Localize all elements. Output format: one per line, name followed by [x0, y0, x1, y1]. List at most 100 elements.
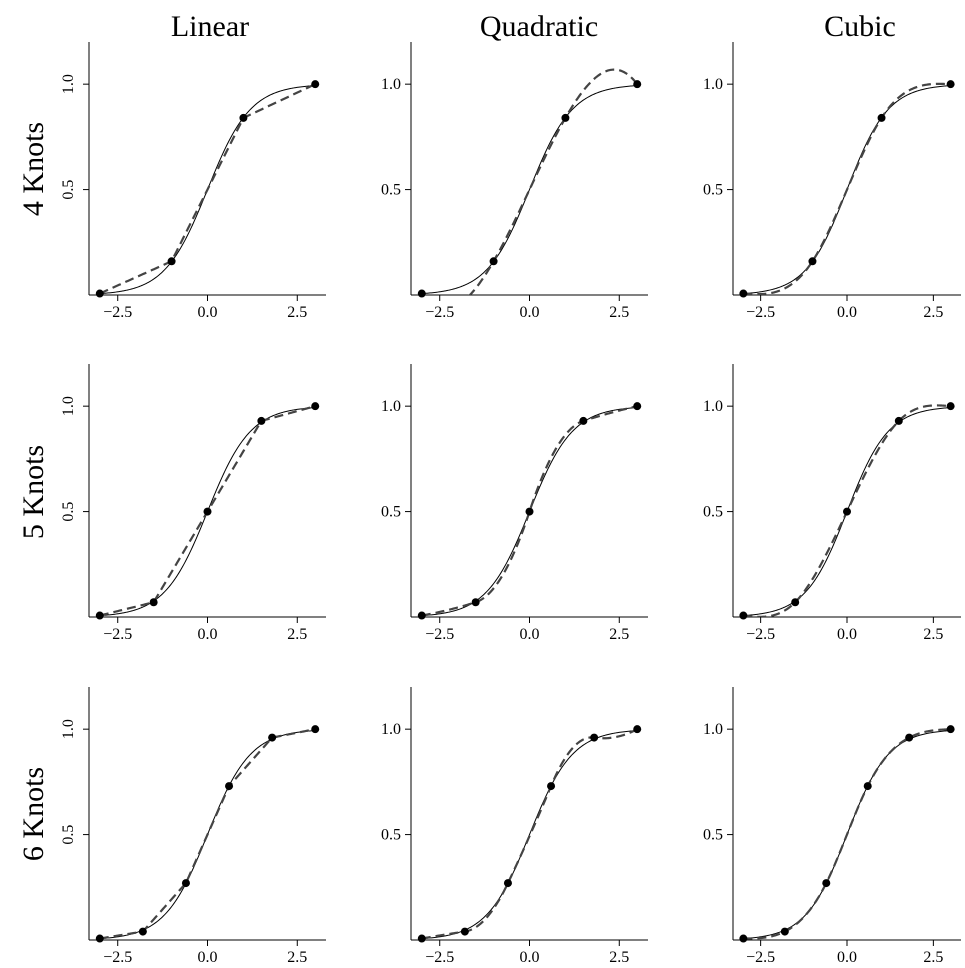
panel-r3-c2-y-tick-label: 0.5	[381, 827, 401, 844]
panel-r3-c2-x-tick-label: 2.5	[609, 949, 629, 966]
panel-r2-c2-knot-3	[525, 507, 534, 516]
panel-r3-c3-knot-6	[946, 725, 955, 734]
panel-r2-c1-knot-3	[203, 507, 212, 516]
panel-r3-c2-y-tick-label: 1.0	[381, 721, 401, 738]
panel-r3-c1: −2.5 0.0 2.5 0.5 1.0	[60, 687, 326, 966]
panel-r3-c2-true-curve	[421, 730, 638, 940]
panel-r2-c2-x-tick-label: 0.0	[520, 626, 540, 643]
panel-r3-c1-x-tick-label: 2.5	[287, 949, 307, 966]
panel-r1-c3: −2.5 0.0 2.5 0.5 1.0	[703, 42, 961, 321]
panel-r3-c1-knot-6	[311, 725, 320, 734]
panel-r2-c2-knot-2	[471, 598, 480, 607]
panel-r2-c2-approx-curve	[421, 405, 638, 617]
panel-r2-c2: −2.5 0.0 2.5 0.5 1.0	[381, 364, 648, 643]
panel-r2-c2-x-tick-label: −2.5	[425, 626, 454, 643]
panel-r2-c1-knot-1	[95, 611, 104, 620]
panel-r2-c1-y-tick-label: 1.0	[60, 396, 77, 416]
panel-r2-c3-knot-3	[843, 507, 851, 516]
panel-r1-c3-y-tick-label: 1.0	[703, 76, 723, 93]
panel-r2-c3-knot-4	[894, 416, 903, 425]
panel-r1-c2-x-tick-label: −2.5	[425, 304, 454, 321]
row-title-5-knots: 5 Knots	[17, 445, 50, 539]
panel-r2-c1: −2.5 0.0 2.5 0.5 1.0	[60, 364, 326, 643]
panel-r1-c1-knot-3	[239, 113, 248, 122]
panel-r2-c3-x-tick-label: 2.5	[923, 626, 943, 643]
panel-r2-c1-y-tick-label: 0.5	[60, 502, 77, 522]
panel-r2-c3-knot-5	[946, 402, 955, 411]
panel-r1-c2: −2.5 0.0 2.5 0.5 1.0	[381, 42, 648, 321]
panel-r3-c2-knot-5	[590, 733, 599, 742]
panel-r1-c3-knot-1	[739, 289, 748, 298]
panel-r3-c3-knot-2	[780, 927, 789, 936]
panel-r3-c1-x-tick-label: 0.0	[198, 949, 218, 966]
panel-r3-c1-knot-1	[95, 934, 104, 943]
panel-r1-c1-knot-4	[311, 80, 320, 89]
panel-r3-c2: −2.5 0.0 2.5 0.5 1.0	[381, 687, 648, 966]
panel-r3-c1-y-tick-label: 1.0	[60, 719, 77, 739]
panel-r3-c3-y-tick-label: 0.5	[703, 827, 723, 844]
panel-r1-c1-y-tick-label: 1.0	[60, 74, 77, 94]
panel-r3-c3-x-tick-label: 0.0	[837, 949, 857, 966]
panel-r1-c2-x-tick-label: 2.5	[609, 304, 629, 321]
panel-r2-c3-y-tick-label: 0.5	[703, 504, 723, 521]
panel-r3-c3-knot-5	[905, 733, 914, 742]
panel-r3-c3-y-tick-label: 1.0	[703, 721, 723, 738]
panel-r3-c3-approx-curve	[743, 728, 951, 940]
panel-r3-c3-knot-1	[739, 934, 748, 943]
row-title-4-knots: 4 Knots	[17, 122, 50, 216]
panel-r1-c1-x-tick-label: −2.5	[103, 304, 132, 321]
panel-r2-c2-x-tick-label: 2.5	[609, 626, 629, 643]
panel-r2-c2-knot-5	[633, 402, 642, 411]
panel-r3-c2-approx-curve	[421, 728, 638, 940]
panel-r3-c2-knot-1	[417, 934, 426, 943]
panel-r1-c3-knot-4	[946, 80, 955, 89]
panel-r3-c3-x-tick-label: −2.5	[746, 949, 775, 966]
panel-r2-c1-knot-4	[257, 416, 266, 425]
panel-r3-c1-knot-3	[181, 879, 190, 888]
panel-r1-c3-x-tick-label: −2.5	[746, 304, 775, 321]
panel-r3-c3-x-tick-label: 2.5	[923, 949, 943, 966]
panel-r2-c2-knot-4	[579, 416, 588, 425]
panel-r2-c3-knot-1	[739, 611, 748, 620]
panel-r3-c2-knot-4	[547, 782, 556, 791]
panel-r1-c3-approx-curve	[743, 82, 951, 295]
panel-r3-c1-y-tick-label: 0.5	[60, 825, 77, 845]
panel-r2-c3-knot-2	[791, 598, 800, 607]
panel-r2-c2-y-tick-label: 0.5	[381, 504, 401, 521]
panel-r1-c1: −2.5 0.0 2.5 0.5 1.0	[60, 42, 326, 321]
column-title-quadratic: Quadratic	[480, 10, 598, 43]
panel-r2-c3-x-tick-label: 0.0	[837, 626, 857, 643]
panel-r3-c2-x-tick-label: −2.5	[425, 949, 454, 966]
panel-r1-c3-knot-2	[808, 257, 817, 266]
row-title-6-knots: 6 Knots	[17, 767, 50, 861]
column-title-cubic: Cubic	[824, 10, 896, 43]
panel-r1-c2-knot-1	[417, 289, 426, 298]
panel-r2-c2-y-tick-label: 1.0	[381, 398, 401, 415]
panel-r1-c1-x-tick-label: 0.0	[198, 304, 218, 321]
panel-r3-c3: −2.5 0.0 2.5 0.5 1.0	[703, 687, 961, 966]
panels-group: −2.5 0.0 2.5 0.5 1.0 −2.5 0.0 2.5 0.5 1.0 −2.5 0.0 2…	[60, 42, 961, 966]
panel-r3-c2-x-tick-label: 0.0	[520, 949, 540, 966]
panel-r1-c2-y-tick-label: 1.0	[381, 76, 401, 93]
panel-r1-c1-knot-2	[167, 257, 176, 266]
panel-r1-c1-x-tick-label: 2.5	[287, 304, 307, 321]
panel-r1-c3-y-tick-label: 0.5	[703, 182, 723, 199]
panel-r3-c2-knot-3	[503, 879, 512, 888]
panel-r1-c1-knot-1	[95, 289, 104, 298]
panel-r3-c3-knot-4	[863, 782, 872, 791]
panel-r2-c3-y-tick-label: 1.0	[703, 398, 723, 415]
column-title-linear: Linear	[171, 10, 249, 43]
panel-r3-c1-knot-2	[138, 927, 147, 936]
panel-r3-c1-approx-curve	[99, 728, 316, 940]
panel-r1-c2-knot-3	[561, 113, 570, 122]
panel-r2-c1-x-tick-label: 2.5	[287, 626, 307, 643]
panel-r1-c3-x-tick-label: 2.5	[923, 304, 943, 321]
panel-r3-c1-knot-5	[268, 733, 277, 742]
panel-r2-c2-knot-1	[417, 611, 426, 620]
panel-r1-c1-y-tick-label: 0.5	[60, 180, 77, 200]
panel-r2-c3: −2.5 0.0 2.5 0.5 1.0	[703, 364, 961, 643]
panel-r1-c2-y-tick-label: 0.5	[381, 182, 401, 199]
panel-r3-c1-x-tick-label: −2.5	[103, 949, 132, 966]
panel-r2-c3-x-tick-label: −2.5	[746, 626, 775, 643]
